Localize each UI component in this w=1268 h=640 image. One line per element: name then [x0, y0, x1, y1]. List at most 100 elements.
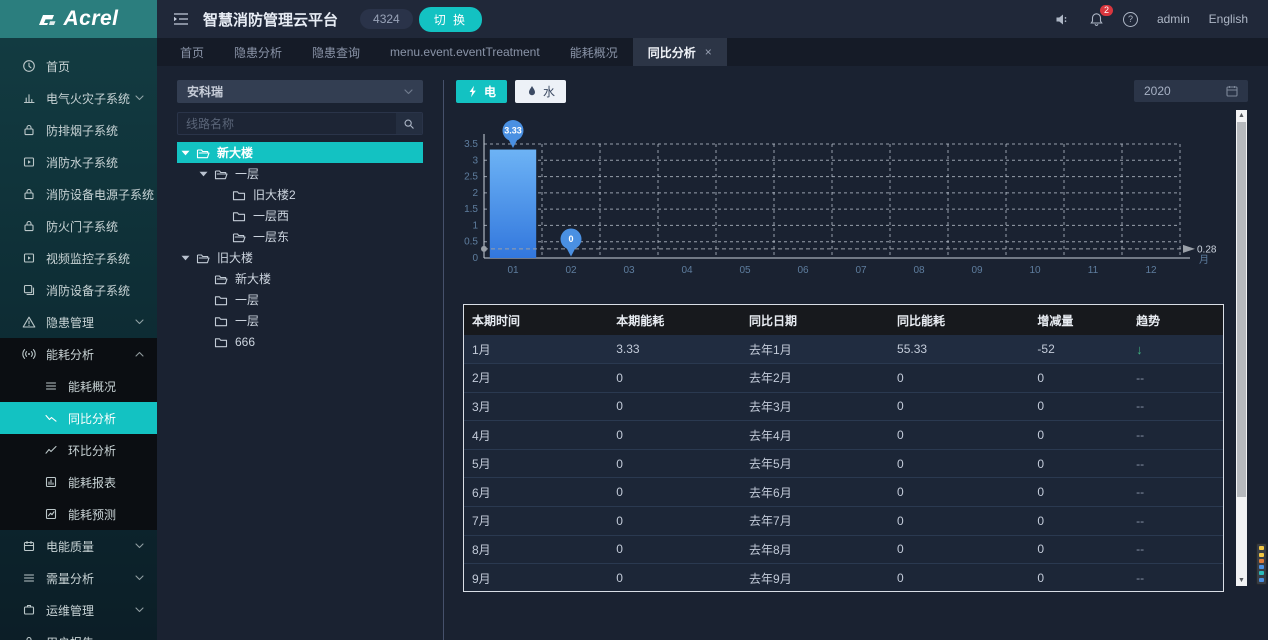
- sidebar-item-视频监控子系统[interactable]: 视频监控子系统: [0, 242, 157, 274]
- tree-node-新大楼[interactable]: 新大楼: [177, 268, 423, 289]
- scrollbar-thumb[interactable]: [1237, 122, 1246, 497]
- sidebar-item-环比分析[interactable]: 环比分析: [0, 434, 157, 466]
- sidebar-item-用户报告[interactable]: 用户报告: [0, 626, 157, 640]
- sidebar-item-能耗分析[interactable]: 能耗分析: [0, 338, 157, 370]
- search-button[interactable]: [396, 113, 422, 134]
- vertical-scrollbar[interactable]: ▲ ▼: [1236, 110, 1247, 586]
- cell-趋势: --: [1128, 421, 1223, 450]
- svg-text:12: 12: [1145, 265, 1157, 276]
- caret-down-icon[interactable]: [181, 150, 190, 156]
- brand-name: Acrel: [63, 7, 118, 31]
- app-root: Acrel 首页电气火灾子系统防排烟子系统消防水子系统消防设备电源子系统防火门子…: [0, 0, 1268, 640]
- username[interactable]: admin: [1157, 12, 1190, 26]
- tree-node-一层[interactable]: 一层: [177, 310, 423, 331]
- menu-fold-icon[interactable]: [173, 12, 189, 26]
- tree-node-旧大楼2[interactable]: 旧大楼2: [177, 184, 423, 205]
- scroll-up-arrow[interactable]: ▲: [1236, 110, 1247, 121]
- sidebar-item-能耗概况[interactable]: 能耗概况: [0, 370, 157, 402]
- table-row: 8月0去年8月00--: [464, 535, 1223, 564]
- project-select[interactable]: 安科瑞: [177, 80, 423, 103]
- sidebar-item-电能质量[interactable]: 电能质量: [0, 530, 157, 562]
- sidebar-item-能耗预测[interactable]: 能耗预测: [0, 498, 157, 530]
- cell-本期能耗: 3.33: [608, 335, 741, 364]
- cell-同比日期: 去年8月: [741, 535, 889, 564]
- cell-趋势: --: [1128, 535, 1223, 564]
- sidebar-item-label: 消防设备电源子系统: [46, 186, 154, 203]
- cell-趋势: --: [1128, 564, 1223, 592]
- cell-同比能耗: 55.33: [889, 335, 1029, 364]
- sidebar-item-消防设备电源子系统[interactable]: 消防设备电源子系统: [0, 178, 157, 210]
- sidebar-item-隐患管理[interactable]: 隐患管理: [0, 306, 157, 338]
- language-switch[interactable]: English: [1209, 12, 1248, 26]
- folder-open-icon: [232, 231, 246, 243]
- video-icon: [22, 251, 36, 265]
- tree-node-一层西[interactable]: 一层西: [177, 205, 423, 226]
- svg-text:03: 03: [623, 265, 635, 276]
- svg-text:04: 04: [681, 265, 693, 276]
- tree-node-一层[interactable]: 一层: [177, 163, 423, 184]
- page-title: 智慧消防管理云平台: [203, 9, 338, 30]
- svg-text:1: 1: [472, 220, 478, 231]
- lock-icon: [22, 123, 36, 137]
- warning-icon: [22, 315, 36, 329]
- list-icon: [22, 571, 36, 585]
- tree-node-一层[interactable]: 一层: [177, 289, 423, 310]
- tab-close-icon[interactable]: ×: [705, 45, 712, 59]
- year-picker[interactable]: 2020: [1134, 80, 1248, 102]
- brand-logo: Acrel: [0, 0, 157, 38]
- sidebar-item-首页[interactable]: 首页: [0, 50, 157, 82]
- bell-icon[interactable]: 2: [1089, 12, 1104, 27]
- sidebar-item-需量分析[interactable]: 需量分析: [0, 562, 157, 594]
- energy-type-toggle: 电 水 2020: [456, 80, 1268, 103]
- tab-首页[interactable]: 首页: [165, 38, 219, 66]
- tab-label: 首页: [180, 44, 204, 61]
- tree-node-旧大楼[interactable]: 旧大楼: [177, 247, 423, 268]
- speaker-icon[interactable]: [1055, 12, 1070, 27]
- help-icon[interactable]: ?: [1123, 12, 1138, 27]
- tree-node-666[interactable]: 666: [177, 331, 423, 352]
- cell-本期时间: 7月: [464, 507, 608, 536]
- water-toggle-button[interactable]: 水: [515, 80, 566, 103]
- cell-同比日期: 去年5月: [741, 449, 889, 478]
- sidebar-item-消防水子系统[interactable]: 消防水子系统: [0, 146, 157, 178]
- tree-node-一层东[interactable]: 一层东: [177, 226, 423, 247]
- caret-down-icon[interactable]: [199, 171, 208, 177]
- electric-toggle-button[interactable]: 电: [456, 80, 507, 103]
- sidebar-item-同比分析[interactable]: 同比分析: [0, 402, 157, 434]
- cell-增减量: 0: [1029, 507, 1128, 536]
- svg-text:月: 月: [1199, 254, 1209, 266]
- tab-同比分析[interactable]: 同比分析×: [633, 38, 727, 66]
- folder-open-icon: [214, 273, 228, 285]
- caret-down-icon[interactable]: [181, 255, 190, 261]
- tab-能耗概况[interactable]: 能耗概况: [555, 38, 633, 66]
- switch-button[interactable]: 切 换: [419, 7, 482, 32]
- scroll-down-arrow[interactable]: ▼: [1236, 575, 1247, 586]
- sidebar-item-label: 能耗预测: [68, 506, 116, 523]
- cell-同比日期: 去年4月: [741, 421, 889, 450]
- sidebar-item-label: 能耗报表: [68, 474, 116, 491]
- sidebar-item-label: 运维管理: [46, 602, 94, 619]
- sidebar-item-label: 用户报告: [46, 634, 94, 640]
- sidebar-item-消防设备子系统[interactable]: 消防设备子系统: [0, 274, 157, 306]
- sidebar-item-能耗报表[interactable]: 能耗报表: [0, 466, 157, 498]
- sidebar-item-防火门子系统[interactable]: 防火门子系统: [0, 210, 157, 242]
- cell-同比能耗: 0: [889, 449, 1029, 478]
- tree-node-新大楼[interactable]: 新大楼: [177, 142, 423, 163]
- acrel-logo-icon: [38, 12, 57, 27]
- column-header-本期时间: 本期时间: [464, 305, 608, 335]
- sidebar-item-运维管理[interactable]: 运维管理: [0, 594, 157, 626]
- cell-增减量: 0: [1029, 449, 1128, 478]
- lightning-icon: [467, 85, 479, 98]
- cell-趋势: ↓: [1128, 335, 1223, 364]
- svg-text:07: 07: [855, 265, 867, 276]
- tab-隐患查询[interactable]: 隐患查询: [297, 38, 375, 66]
- search-input[interactable]: [178, 113, 396, 134]
- tree-node-label: 一层西: [253, 207, 289, 224]
- tab-menu.event.eventTreatment[interactable]: menu.event.eventTreatment: [375, 38, 555, 66]
- sidebar-item-防排烟子系统[interactable]: 防排烟子系统: [0, 114, 157, 146]
- extension-mini-widget[interactable]: [1256, 543, 1267, 585]
- tab-隐患分析[interactable]: 隐患分析: [219, 38, 297, 66]
- sidebar-item-电气火灾子系统[interactable]: 电气火灾子系统: [0, 82, 157, 114]
- chevron-down-icon: [135, 95, 144, 101]
- sidebar-item-label: 电能质量: [46, 538, 94, 555]
